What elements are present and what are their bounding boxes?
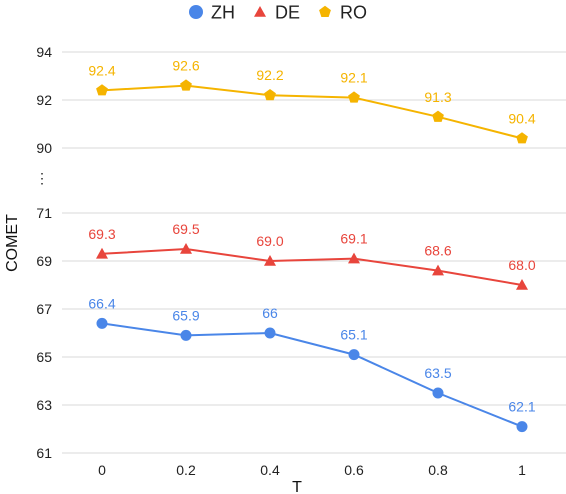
- data-label: 62.1: [508, 399, 535, 415]
- data-label: 69.3: [88, 226, 115, 242]
- y-axis-label: COMET: [4, 214, 21, 272]
- series-group: 66.4 65.9 66 65.1 63.5 62.1 69.3 69.5 69.0 69.1 68…: [88, 58, 536, 433]
- data-label: 92.1: [340, 70, 367, 86]
- legend-item-zh: ZH: [189, 3, 235, 23]
- y-tick-labels: 61 63 65 67 69 71 90 92 94: [36, 44, 52, 461]
- data-point: [264, 89, 276, 101]
- data-label: 69.0: [256, 233, 283, 249]
- data-label: 69.5: [172, 221, 199, 237]
- data-label: 66: [262, 305, 278, 321]
- data-point: [348, 349, 360, 361]
- data-label: 92.2: [256, 67, 283, 83]
- x-tick-label: 0.4: [260, 462, 280, 478]
- x-axis-label: T: [292, 479, 302, 494]
- x-tick-label: 0.6: [344, 462, 364, 478]
- data-point: [516, 421, 528, 433]
- data-point: [432, 110, 444, 122]
- legend: ZH DE RO: [189, 3, 367, 23]
- legend-label: RO: [340, 3, 367, 23]
- y-tick-label: 63: [36, 397, 52, 413]
- axis-break-mark: ⋮: [35, 170, 49, 186]
- y-tick-label: 67: [36, 301, 52, 317]
- y-tick-label: 71: [36, 205, 52, 221]
- y-tick-label: 61: [36, 445, 52, 461]
- data-label: 69.1: [340, 231, 367, 247]
- series-line-de: [101, 247, 523, 286]
- data-point: [180, 243, 192, 254]
- data-label: 68.6: [424, 243, 451, 259]
- gridlines: [62, 51, 566, 454]
- x-tick-label: 1: [518, 462, 526, 478]
- legend-item-de: DE: [254, 3, 300, 23]
- data-point: [264, 255, 276, 266]
- legend-label: DE: [275, 3, 300, 23]
- data-point: [432, 264, 444, 276]
- data-point: [516, 132, 528, 144]
- series-ro: 92.4 92.6 92.2 92.1 91.3 90.4: [88, 58, 536, 144]
- y-tick-label: 92: [36, 92, 52, 108]
- series-zh: 66.4 65.9 66 65.1 63.5 62.1: [88, 295, 536, 433]
- data-point: [180, 79, 192, 91]
- data-point: [348, 252, 360, 264]
- x-tick-label: 0.2: [176, 462, 196, 478]
- x-tick-label: 0: [98, 462, 106, 478]
- data-label: 91.3: [424, 89, 451, 105]
- legend-marker: [189, 5, 203, 19]
- data-point: [96, 317, 108, 329]
- data-label: 90.4: [508, 110, 535, 126]
- data-point: [516, 279, 528, 290]
- x-tick-labels: 0 0.2 0.4 0.6 0.8 1: [98, 462, 526, 478]
- data-label: 92.6: [172, 58, 199, 74]
- data-point: [96, 84, 108, 96]
- y-tick-label: 94: [36, 44, 52, 60]
- data-label: 66.4: [88, 295, 115, 311]
- data-point: [180, 329, 192, 341]
- data-label: 92.4: [88, 62, 115, 78]
- data-label: 68.0: [508, 257, 535, 273]
- series-de: 69.3 69.5 69.0 69.1 68.6 68.0: [88, 221, 536, 290]
- legend-label: ZH: [211, 3, 235, 23]
- data-point: [348, 91, 360, 103]
- series-line-ro: [101, 84, 523, 140]
- data-point: [432, 387, 444, 399]
- data-label: 65.9: [172, 307, 199, 323]
- x-tick-label: 0.8: [428, 462, 448, 478]
- data-label: 63.5: [424, 365, 451, 381]
- data-point: [264, 327, 276, 339]
- series-line-zh: [101, 322, 523, 428]
- y-tick-label: 90: [36, 140, 52, 156]
- legend-marker: [254, 6, 266, 17]
- data-point: [96, 247, 108, 259]
- legend-marker: [319, 5, 331, 18]
- legend-item-ro: RO: [319, 3, 367, 23]
- y-tick-label: 69: [36, 253, 52, 269]
- data-label: 65.1: [340, 327, 367, 343]
- y-tick-label: 65: [36, 349, 52, 365]
